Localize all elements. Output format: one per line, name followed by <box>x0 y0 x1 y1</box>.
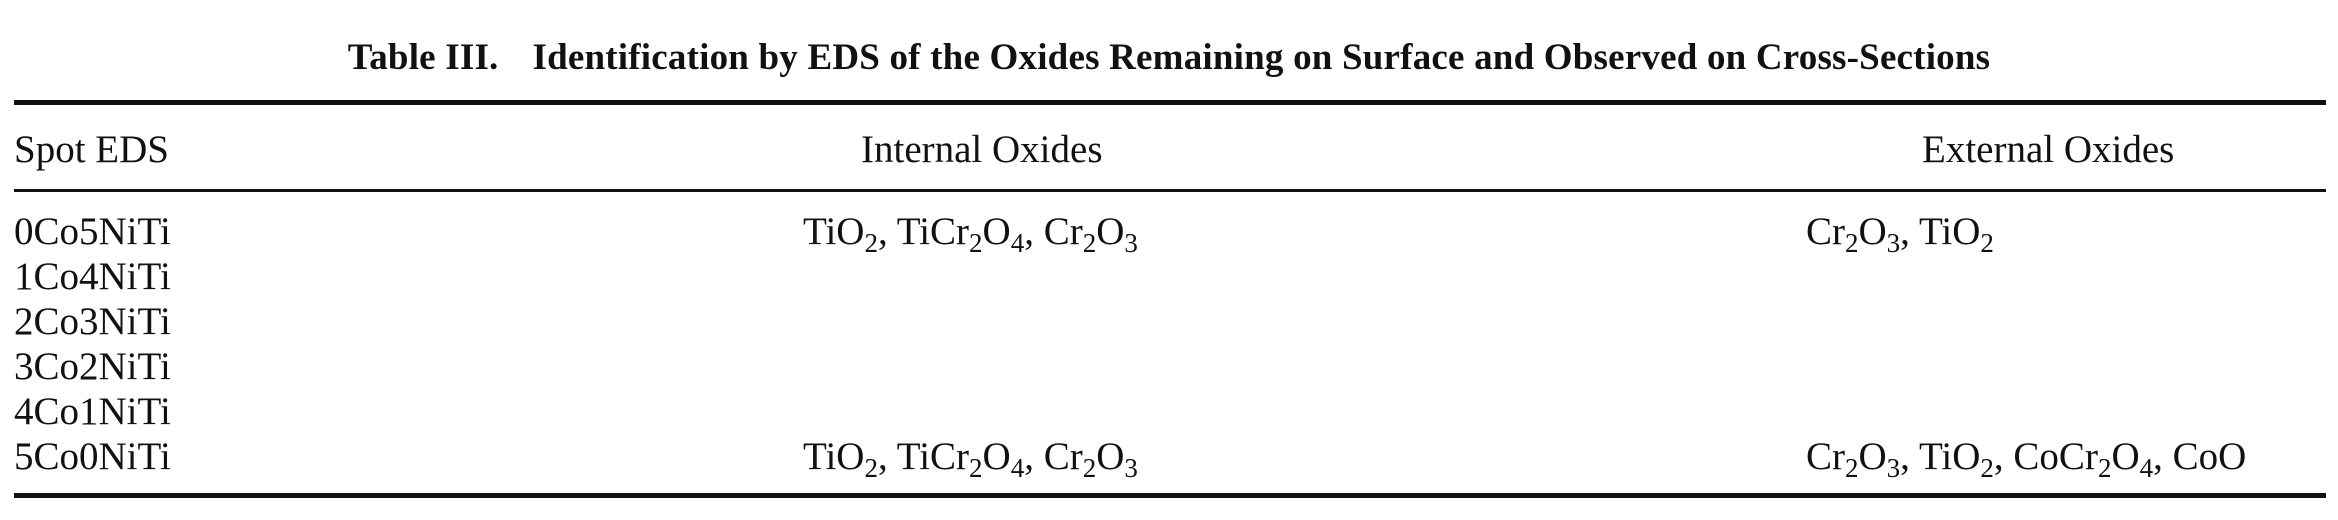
table-row: 5Co0NiTi TiO2, TiCr2O4, Cr2O3 Cr2O3, TiO… <box>0 434 2338 483</box>
table-bottom-rule <box>14 493 2326 498</box>
cell-spot: 4Co1NiTi <box>14 390 171 433</box>
cell-internal-oxides: TiO2, TiCr2O4, Cr2O3 <box>803 435 1138 483</box>
cell-spot: 1Co4NiTi <box>14 255 171 298</box>
table-row: 4Co1NiTi <box>0 389 2338 434</box>
header-external-oxides: External Oxides <box>1922 128 2175 171</box>
table-row: 2Co3NiTi <box>0 299 2338 344</box>
header-spot-eds: Spot EDS <box>14 128 169 171</box>
table-caption-label: Table III. <box>347 37 499 78</box>
cell-spot: 2Co3NiTi <box>14 300 171 343</box>
cell-internal-oxides: TiO2, TiCr2O4, Cr2O3 <box>803 210 1138 258</box>
cell-spot: 0Co5NiTi <box>14 210 171 253</box>
table-row: 0Co5NiTi TiO2, TiCr2O4, Cr2O3 Cr2O3, TiO… <box>0 209 2338 258</box>
cell-spot: 5Co0NiTi <box>14 435 171 478</box>
cell-spot: 3Co2NiTi <box>14 345 171 388</box>
table-caption: Table III. Identification by EDS of the O… <box>0 36 2338 79</box>
header-internal-oxides: Internal Oxides <box>861 128 1103 171</box>
cell-external-oxides: Cr2O3, TiO2 <box>1806 210 1994 258</box>
table-top-rule <box>14 100 2326 105</box>
table-row: 3Co2NiTi <box>0 344 2338 389</box>
cell-external-oxides: Cr2O3, TiO2, CoCr2O4, CoO <box>1806 435 2247 483</box>
table-caption-text: Identification by EDS of the Oxides Rema… <box>532 37 1991 78</box>
table-row: 1Co4NiTi <box>0 254 2338 299</box>
table-header-rule <box>14 189 2326 192</box>
